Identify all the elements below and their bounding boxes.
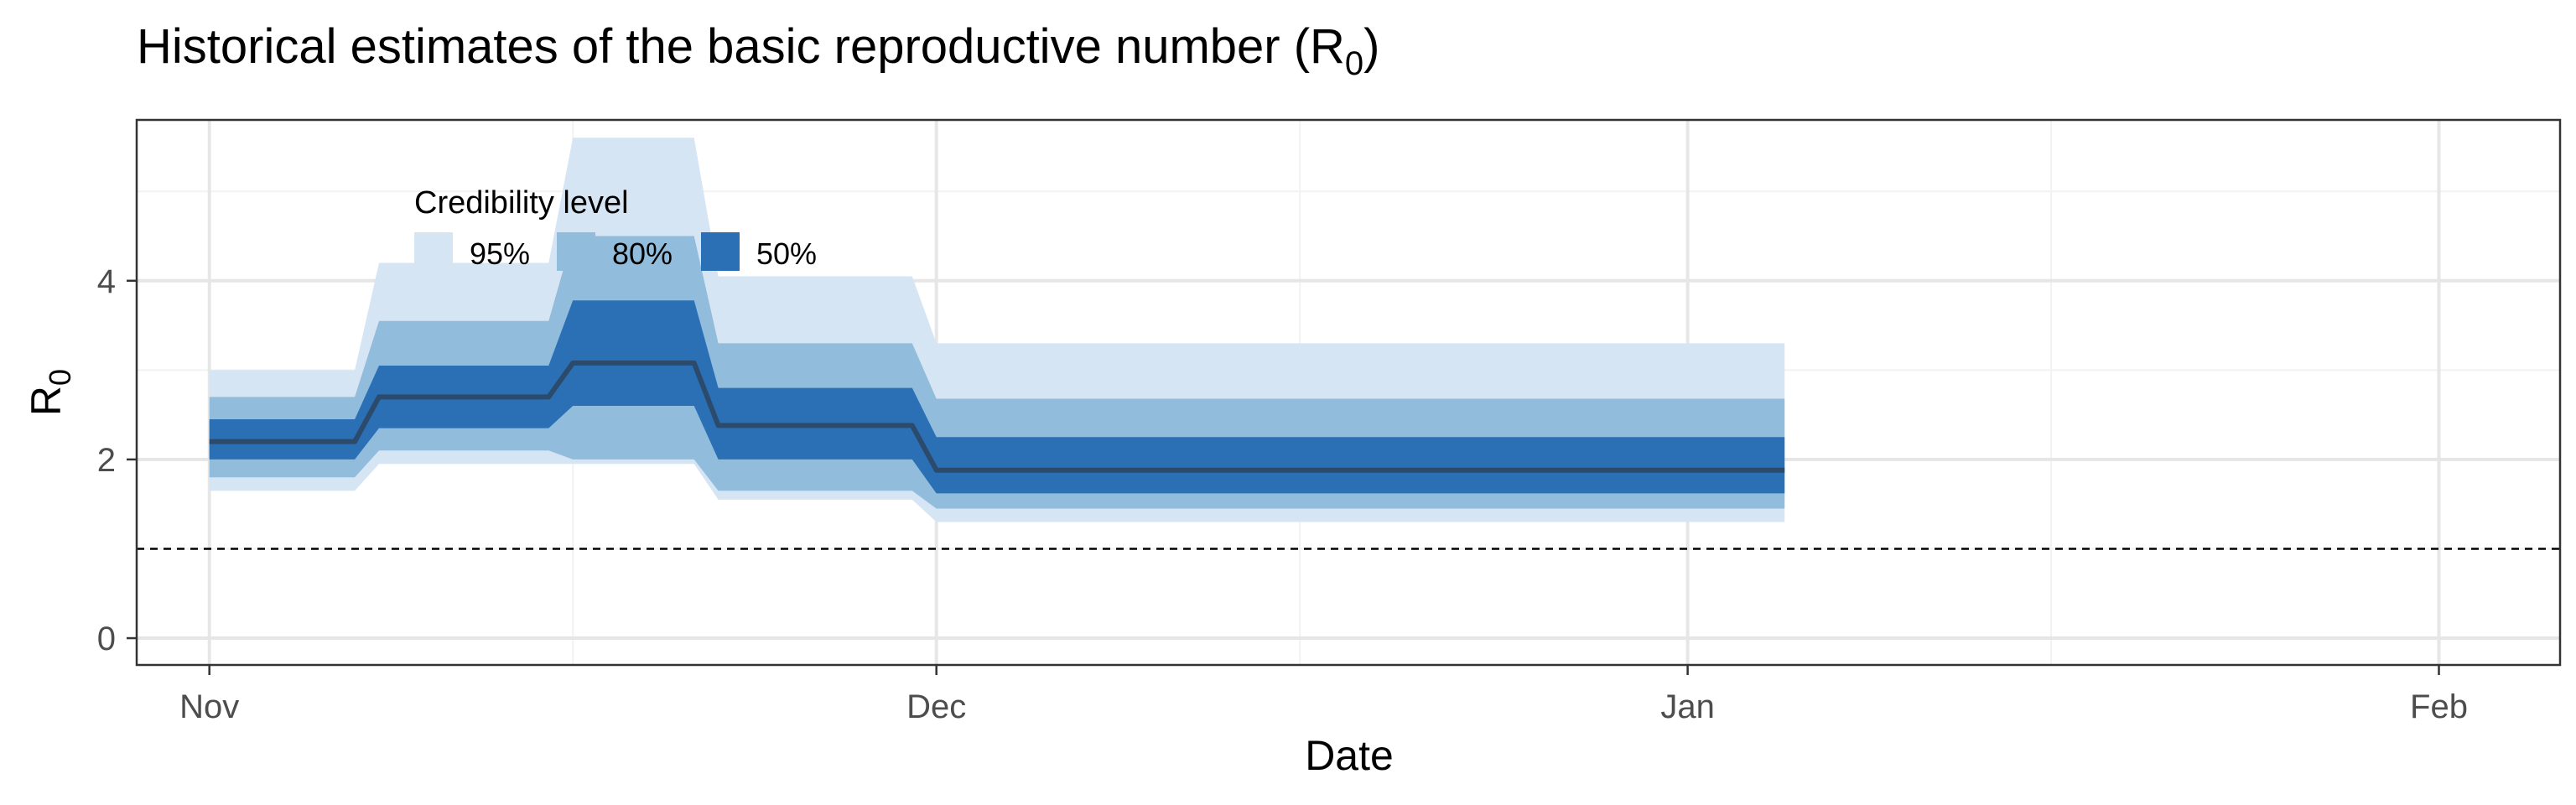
legend: Credibility level 95% 80% 50%: [414, 185, 817, 271]
legend-label: 95%: [470, 236, 530, 271]
legend-key-50pct: [701, 232, 740, 271]
grid-lines: [137, 120, 2560, 665]
x-tick-label: Nov: [179, 688, 239, 725]
chart-title: Historical estimates of the basic reprod…: [137, 19, 1380, 82]
legend-key-95pct: [414, 232, 453, 271]
y-axis: 0 2 4: [97, 263, 137, 657]
y-tick-label: 4: [97, 263, 116, 300]
x-axis-label: Date: [1305, 732, 1394, 779]
legend-key-80pct: [557, 232, 595, 271]
median-line-path: [209, 360, 1785, 473]
x-axis: Nov Dec Jan Feb: [179, 665, 2468, 725]
plot-panel-border: [135, 118, 2562, 667]
y-tick-label: 0: [97, 621, 116, 657]
median-line: [209, 360, 1785, 473]
legend-label: 50%: [756, 236, 817, 271]
y-axis-label: R0: [23, 369, 77, 416]
x-tick-label: Feb: [2410, 688, 2468, 725]
band-50pct: [209, 300, 1785, 494]
legend-title: Credibility level: [414, 185, 629, 221]
y-tick-label: 2: [97, 442, 116, 479]
legend-label: 80%: [612, 236, 673, 271]
x-tick-label: Dec: [906, 688, 966, 725]
x-tick-label: Jan: [1660, 688, 1715, 725]
credible-bands: [209, 138, 1785, 522]
